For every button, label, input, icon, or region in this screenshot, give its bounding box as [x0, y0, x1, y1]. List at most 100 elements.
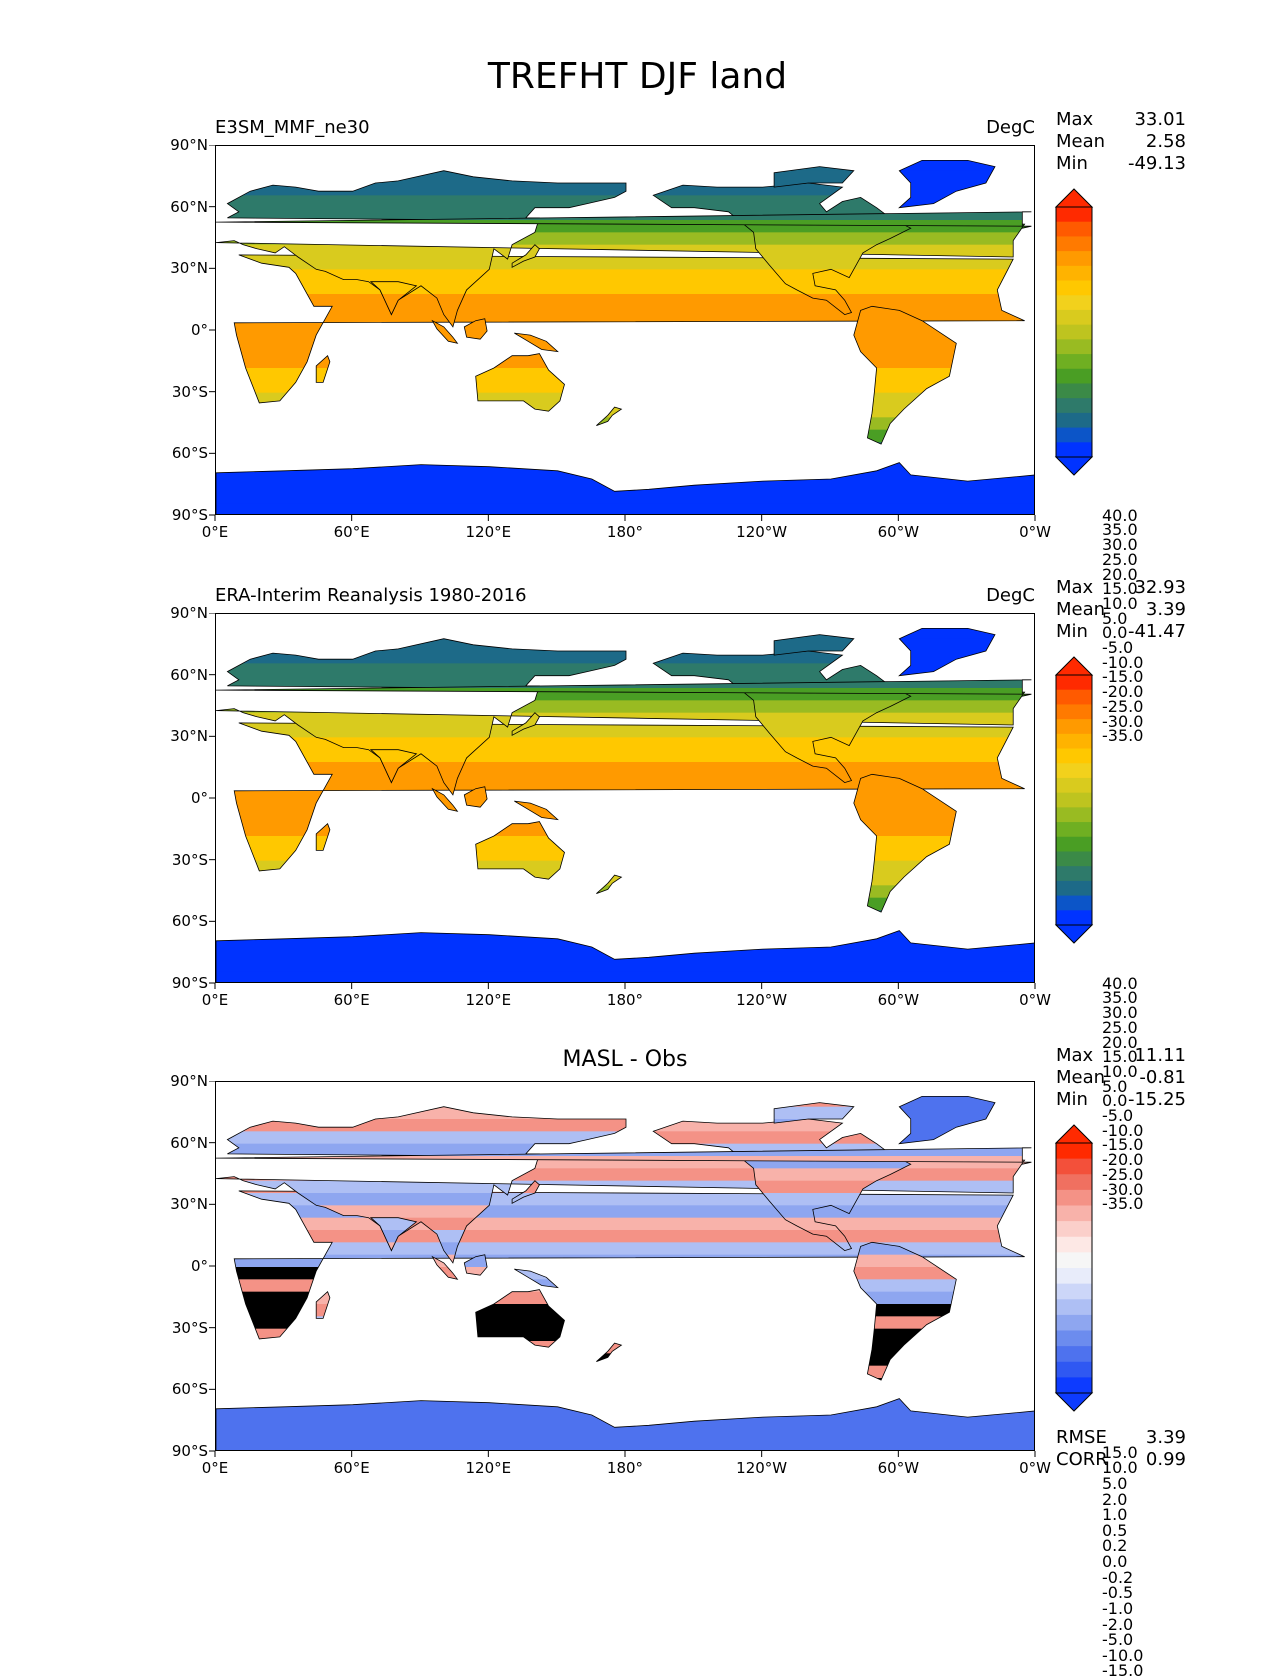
- field-band: [853, 1328, 957, 1342]
- stat-row: Min -15.25: [1056, 1089, 1186, 1111]
- colorbar-tick-label: 5.0: [1102, 1473, 1128, 1493]
- field-band: [216, 146, 1035, 159]
- field-band: [216, 430, 1035, 443]
- field-band: [216, 1341, 1035, 1354]
- field-band: [216, 442, 1035, 455]
- colorbar-segment: [1056, 1236, 1092, 1253]
- field-band: [370, 1217, 417, 1231]
- colorbar-segment: [1056, 1268, 1092, 1285]
- field-band: [216, 1341, 1035, 1354]
- field-band: [216, 898, 1035, 911]
- colorbar-tick-label: 10.0: [1102, 1458, 1138, 1478]
- colorbar-tick-label: 5.0: [1102, 1076, 1128, 1096]
- field-band: [216, 971, 1034, 982]
- field-band: [216, 873, 1035, 886]
- colorbar-segment: [1056, 866, 1092, 882]
- stat-row: Max 11.11: [1056, 1045, 1186, 1067]
- field-band: [216, 885, 1035, 898]
- field-band: [216, 417, 1035, 430]
- stat-value: -15.25: [1127, 1089, 1186, 1110]
- field-band: [216, 910, 1035, 923]
- field-band: [853, 836, 957, 849]
- field-band: [216, 1082, 1035, 1095]
- colorbar-segment: [1056, 1314, 1092, 1331]
- field-band: [216, 454, 1035, 467]
- field-band: [216, 1398, 1034, 1404]
- field-band: [216, 454, 1035, 467]
- field-band: [216, 614, 1035, 627]
- field-band: [216, 614, 1035, 627]
- colorbar-segment: [1056, 236, 1092, 252]
- field-band: [216, 454, 1035, 467]
- colorbar-segment: [1056, 1361, 1092, 1378]
- y-tick-label: 30°S: [171, 1318, 208, 1337]
- field-band: [216, 922, 1035, 935]
- x-tick-label: 60°W: [877, 991, 920, 1009]
- field-band: [853, 860, 957, 874]
- field-band: [216, 1353, 1035, 1366]
- field-band: [216, 1082, 1035, 1095]
- stat-row: Mean 3.39: [1056, 599, 1186, 621]
- field-band: [216, 146, 1035, 159]
- colorbar-segment: [1056, 339, 1092, 355]
- field-band: [899, 1106, 995, 1120]
- field-band: [774, 638, 854, 652]
- field-band: [216, 1341, 1035, 1354]
- colorbar-tick-label: 20.0: [1102, 1032, 1138, 1052]
- coastline-nz: [596, 406, 623, 426]
- field-band: [216, 910, 1035, 923]
- coastline-namerica: [652, 182, 912, 316]
- field-band: [596, 875, 622, 886]
- field-band: [216, 614, 1035, 627]
- field-band: [216, 1082, 1035, 1095]
- field-band: [216, 898, 1035, 911]
- field-band: [216, 442, 1035, 455]
- field-band: [853, 1279, 957, 1293]
- field-band: [216, 1341, 1035, 1354]
- colorbar-segment: [1056, 1205, 1092, 1222]
- colorbar-segment: [1056, 704, 1092, 720]
- field-band: [216, 1439, 1034, 1450]
- map-frame: [215, 613, 1035, 983]
- field-band: [853, 1365, 957, 1379]
- field-band: [216, 442, 1035, 455]
- field-band: [216, 910, 1035, 923]
- coastline-india: [369, 1217, 418, 1252]
- coastline-madagascar: [315, 1291, 331, 1319]
- field-band: [216, 885, 1035, 898]
- field-band: [464, 331, 488, 340]
- field-band: [216, 417, 1035, 430]
- field-band: [216, 146, 1035, 159]
- colorbar-segment: [1056, 280, 1092, 296]
- field-band: [216, 430, 1035, 443]
- x-tick-label: 60°W: [877, 1459, 920, 1477]
- coastline-greenland: [898, 628, 996, 677]
- x-tick-label: 180°: [606, 991, 644, 1009]
- colorbar-segment: [1056, 1221, 1092, 1238]
- colorbar-tick-label: 35.0: [1102, 520, 1138, 540]
- colorbar-segment: [1056, 368, 1092, 384]
- field-band: [216, 898, 1035, 911]
- field-band: [216, 1366, 1035, 1379]
- colorbar-tick-label: 0.0: [1102, 1552, 1128, 1571]
- field-band: [216, 1378, 1035, 1391]
- coastline-japan: [511, 1180, 540, 1204]
- map-frame: [215, 1081, 1035, 1451]
- coastline-antarctica: [216, 930, 1034, 982]
- colorbar-tick-label: 15.0: [1102, 579, 1138, 599]
- panel-left-title: E3SM_MMF_ne30: [215, 117, 370, 138]
- coastline-greenland: [898, 1096, 996, 1145]
- colorbar-tick-label: 1.0: [1102, 1505, 1128, 1525]
- coastline-sumatra: [431, 787, 459, 812]
- colorbar-tick-label: -0.2: [1102, 1567, 1134, 1587]
- field-band: [475, 873, 565, 880]
- field-band: [216, 910, 1035, 923]
- colorbar-segment: [1056, 309, 1092, 326]
- metric-value: 3.39: [1145, 1427, 1186, 1448]
- y-tick-label: 90°N: [170, 604, 208, 622]
- metric-label: CORR: [1056, 1449, 1108, 1470]
- stat-value: 3.39: [1145, 599, 1186, 620]
- colorbar-tick-label: 5.0: [1102, 608, 1128, 628]
- field-band: [216, 922, 1035, 935]
- field-band: [216, 885, 1035, 898]
